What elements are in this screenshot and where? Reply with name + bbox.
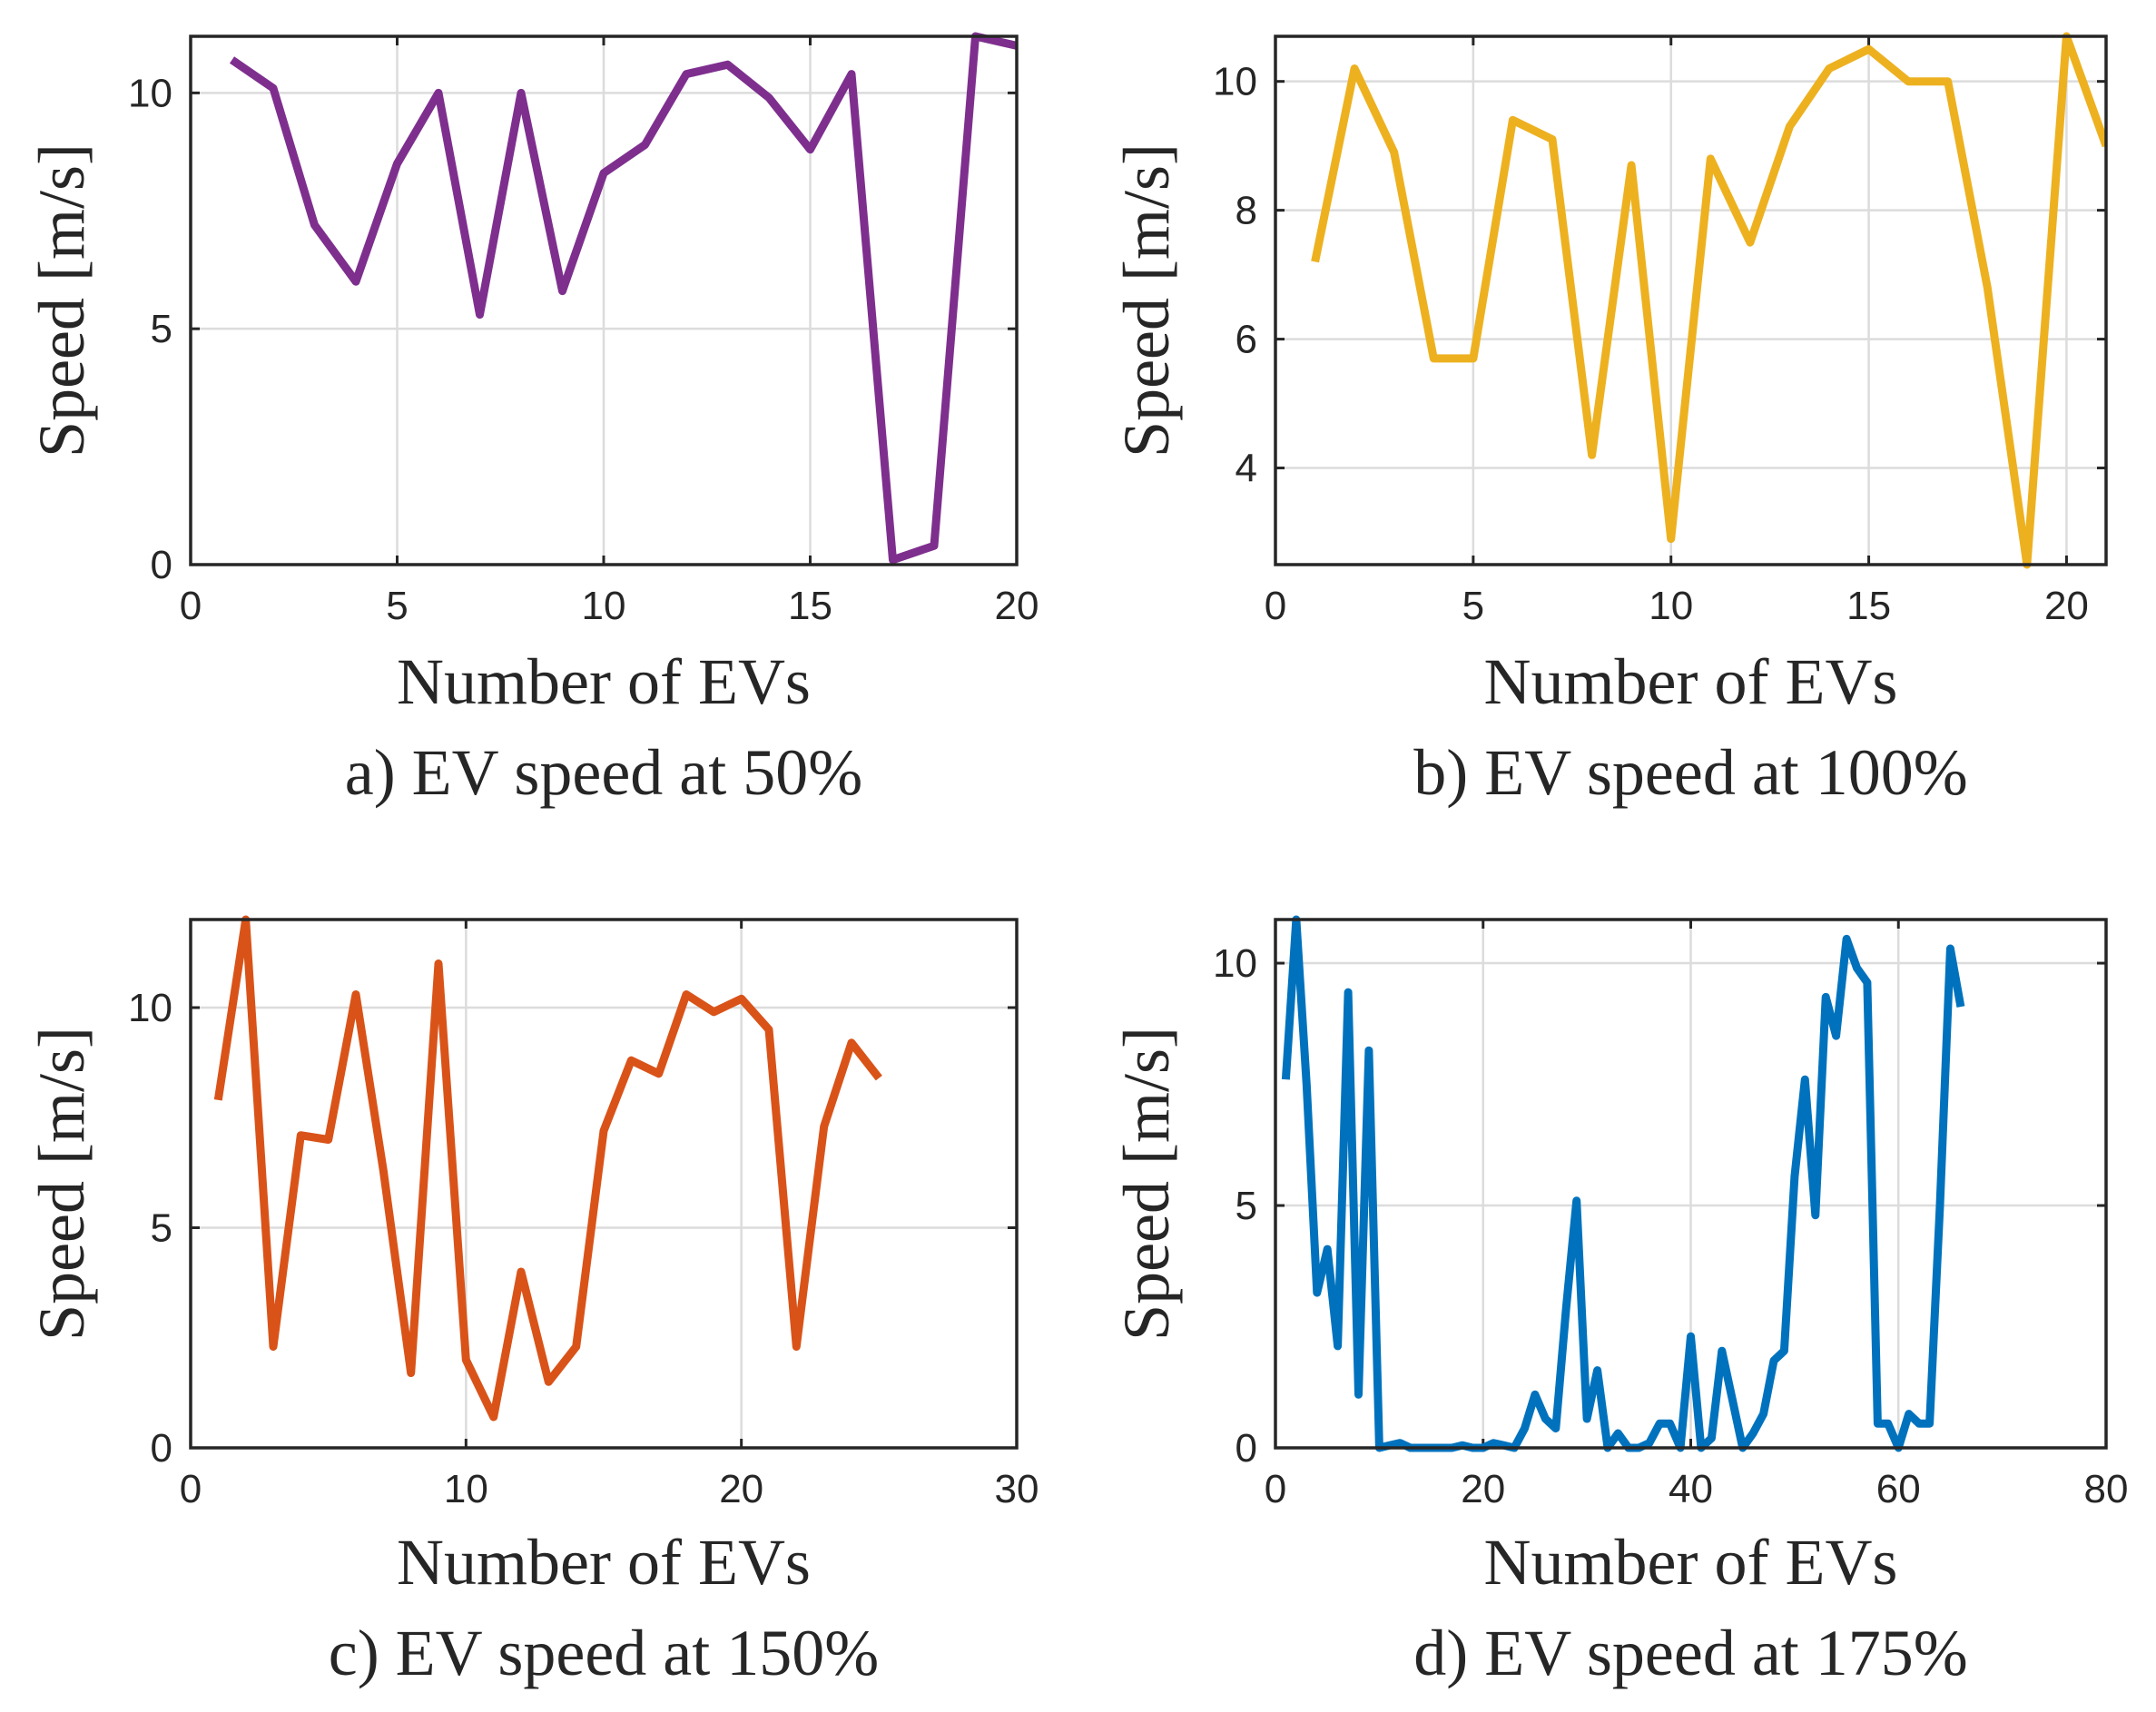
series-line [229, 32, 1017, 565]
x-tick-label: 20 [995, 584, 1039, 628]
axes-frame [1274, 918, 2108, 1450]
y-tick-label: 10 [128, 71, 172, 115]
x-tick-label: 0 [180, 584, 202, 628]
x-tick-label: 10 [582, 584, 626, 628]
y-tick-label: 0 [151, 543, 172, 587]
x-tick-label: 0 [180, 1467, 202, 1511]
x-tick-label: 10 [1649, 584, 1693, 628]
y-axis-label: Speed [m/s] [25, 1027, 98, 1341]
x-tick-label: 80 [2084, 1467, 2129, 1511]
y-tick-label: 0 [151, 1426, 172, 1471]
x-tick-label: 5 [1462, 584, 1484, 628]
x-tick-label: 20 [719, 1467, 763, 1511]
x-tick-label: 40 [1669, 1467, 1713, 1511]
y-axis-label: Speed [m/s] [1110, 1027, 1183, 1341]
y-tick-label: 10 [1213, 60, 1257, 104]
y-tick-label: 5 [151, 307, 172, 351]
chart-panel-3: 0 10 20 30 0 5 10 Number of EVs Speed [m/s] c) EV… [25, 915, 1039, 1689]
chart-panel-1: 0 5 10 15 20 0 5 10 Number of EVs Speed [m/s] a) E… [25, 32, 1039, 809]
y-tick-label: 6 [1236, 318, 1257, 362]
y-tick-label: 0 [1236, 1426, 1257, 1471]
x-tick-label: 30 [995, 1467, 1039, 1511]
panel-caption: b) EV speed at 100% [1413, 736, 1968, 809]
plot-area [191, 920, 1017, 1448]
series-line [1281, 915, 1965, 1452]
panel-caption: c) EV speed at 150% [329, 1617, 879, 1689]
chart-panel-4: 0 20 40 60 80 0 5 10 Number of EVs Speed [m/s] d) … [1110, 915, 2129, 1689]
x-tick-label: 15 [1846, 584, 1891, 628]
x-tick-label: 0 [1265, 1467, 1286, 1511]
x-tick-label: 20 [1461, 1467, 1505, 1511]
x-tick-label: 10 [444, 1467, 488, 1511]
x-axis-label: Number of EVs [1484, 645, 1898, 718]
y-tick-label: 8 [1236, 189, 1257, 233]
x-tick-label: 20 [2044, 584, 2089, 628]
x-tick-label: 60 [1876, 1467, 1921, 1511]
axes-frame [189, 918, 1019, 1450]
chart-panel-2: 0 5 10 15 20 4 6 8 10 Number of EVs Speed [m/s] b) … [1110, 32, 2108, 809]
plot-area [1275, 36, 2106, 565]
x-axis-label: Number of EVs [397, 645, 811, 718]
y-tick-label: 5 [151, 1206, 172, 1251]
x-tick-label: 15 [788, 584, 832, 628]
panel-caption: d) EV speed at 175% [1413, 1617, 1968, 1689]
x-tick-label: 5 [386, 584, 408, 628]
x-tick-label: 0 [1265, 584, 1286, 628]
y-tick-label: 5 [1236, 1184, 1257, 1228]
y-axis-label: Speed [m/s] [1110, 143, 1183, 458]
axes-frame [189, 34, 1019, 566]
panel-caption: a) EV speed at 50% [345, 736, 862, 809]
series-line [1311, 32, 2106, 569]
axes-frame [1274, 34, 2108, 566]
y-tick-label: 10 [1213, 941, 1257, 986]
y-tick-label: 10 [128, 986, 172, 1030]
series-line [213, 915, 882, 1422]
x-axis-label: Number of EVs [397, 1526, 811, 1599]
y-tick-label: 4 [1236, 447, 1257, 491]
x-axis-label: Number of EVs [1484, 1526, 1898, 1599]
y-axis-label: Speed [m/s] [25, 143, 98, 458]
